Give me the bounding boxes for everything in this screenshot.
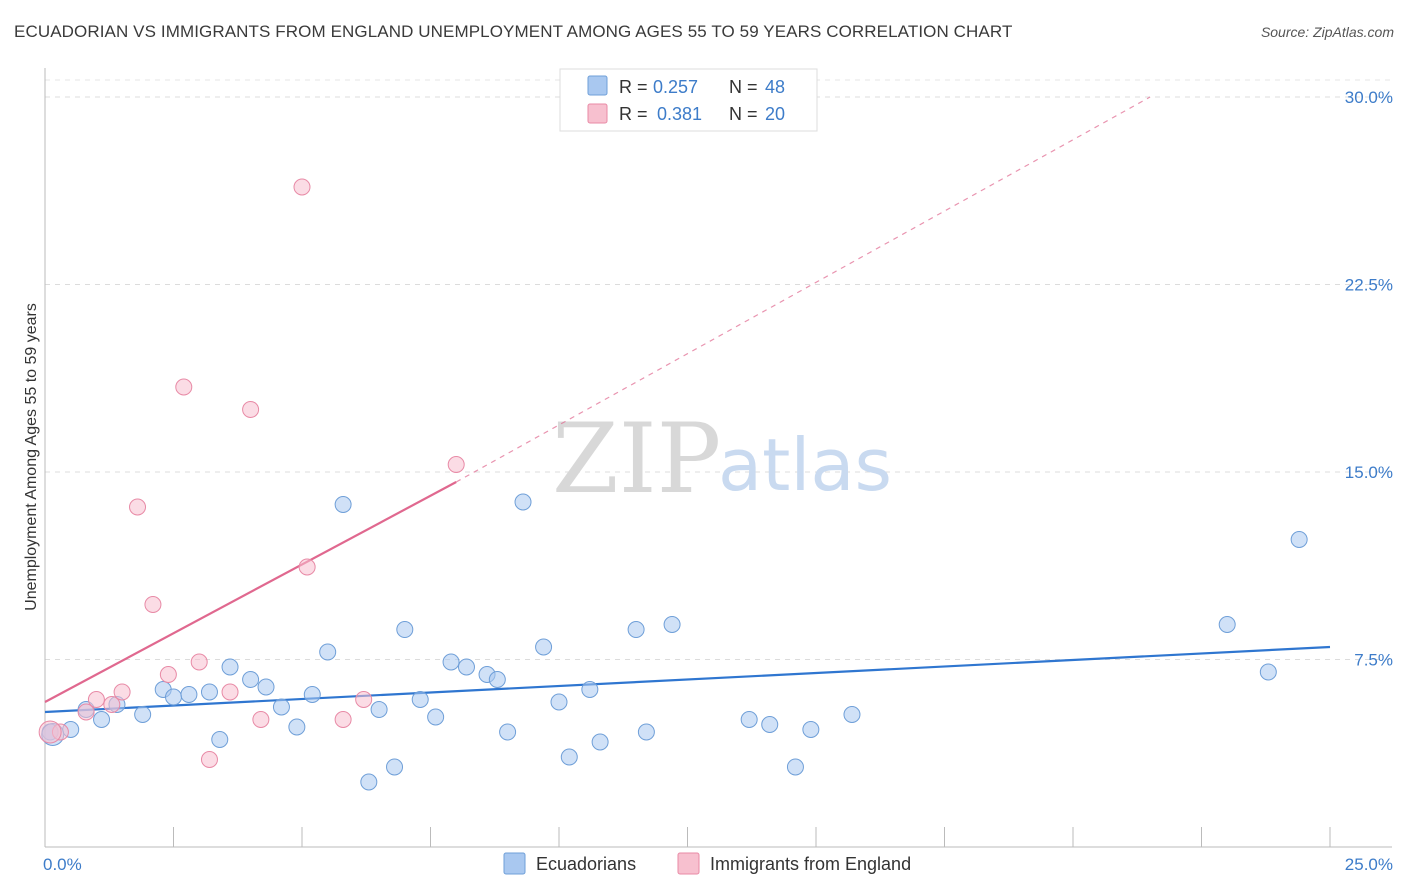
england-point-6	[144, 596, 162, 613]
ecuadorian-point-11	[221, 658, 239, 676]
england-point-9	[190, 653, 208, 671]
ecuadorian-point-15	[288, 718, 306, 736]
ecuadorian-point-9	[200, 683, 218, 701]
ecuadorian-point-39	[740, 711, 758, 728]
legend-r-value-1: 0.381	[657, 104, 702, 124]
england-point-1	[77, 703, 95, 721]
england-point-7	[159, 666, 177, 683]
ecuadorian-point-22	[396, 621, 414, 638]
england-point-16	[334, 711, 352, 728]
ecuadorian-point-30	[514, 493, 532, 511]
ecuadorian-point-28	[488, 671, 506, 688]
source-label: Source: ZipAtlas.com	[1260, 24, 1394, 40]
bottom-legend-swatch-ecuadorians	[503, 852, 526, 875]
ecuadorian-point-20	[370, 701, 388, 718]
trend-extension-1	[455, 96, 1151, 483]
england-point-8	[175, 378, 193, 396]
x-tick-label-0: 0.0%	[43, 855, 82, 874]
ecuadorian-point-18	[334, 496, 352, 513]
ecuadorian-point-10	[211, 731, 229, 748]
ecuadorian-point-32	[550, 693, 568, 711]
legend-r-value-0: 0.257	[653, 77, 698, 97]
axes	[44, 68, 1392, 848]
ecuadorian-point-36	[627, 621, 645, 638]
chart-title: ECUADORIAN VS IMMIGRANTS FROM ENGLAND UN…	[14, 22, 1013, 41]
england-point-15	[293, 178, 311, 196]
ecuadorian-point-17	[319, 643, 337, 661]
legend-swatch-ecuadorians	[587, 75, 608, 96]
trend-line-1	[44, 481, 457, 703]
ecuadorian-point-26	[457, 658, 475, 676]
ecuadorian-point-7	[165, 688, 182, 706]
watermark-atlas: atlas	[718, 423, 892, 507]
y-tick-label-2: 22.5%	[1345, 276, 1393, 295]
ecuadorian-point-5	[134, 706, 152, 723]
england-point-4	[113, 683, 131, 701]
ecuadorian-point-19	[360, 773, 378, 791]
bottom-legend-ecuadorians: Ecuadorians	[536, 854, 636, 874]
england-point-10	[200, 751, 218, 768]
x-tick-labels: 0.0% 25.0%	[43, 855, 1393, 874]
bottom-legend: Ecuadorians Immigrants from England	[503, 852, 911, 875]
england-point-11	[221, 683, 239, 701]
ecuadorian-point-33	[560, 748, 578, 766]
england-point-5	[129, 498, 147, 516]
england-point-13	[252, 711, 270, 728]
ecuadorian-point-34	[581, 681, 599, 698]
trend-line-0	[44, 645, 1331, 714]
watermark: ZIP atlas	[552, 403, 892, 515]
legend-n-value-0: 48	[765, 77, 785, 97]
ecuadorian-point-31	[535, 638, 553, 656]
england-point-19	[38, 720, 62, 744]
y-axis-label: Unemployment Among Ages 55 to 59 years	[23, 303, 40, 611]
ecuadorian-point-40	[761, 716, 779, 733]
england-point-18	[447, 456, 465, 473]
england-point-12	[242, 401, 260, 418]
ecuadorian-point-41	[786, 758, 804, 776]
england-point-2	[87, 691, 105, 708]
legend-n-label-1: N =	[729, 104, 758, 124]
ecuadorian-point-21	[386, 758, 404, 776]
ecuadorian-point-44	[1218, 616, 1236, 633]
y-tick-labels: 7.5% 15.0% 22.5% 30.0%	[1345, 88, 1393, 670]
watermark-zip: ZIP	[552, 403, 721, 515]
legend-r-label-1: R =	[619, 104, 648, 124]
ecuadorian-point-42	[802, 721, 820, 738]
bottom-legend-swatch-england	[677, 852, 700, 875]
ecuadorian-point-23	[411, 691, 429, 708]
y-tick-label-1: 15.0%	[1345, 463, 1393, 482]
bottom-legend-england: Immigrants from England	[710, 854, 911, 874]
ecuadorian-point-35	[591, 733, 609, 751]
ecuadorian-point-45	[1259, 663, 1277, 681]
ecuadorian-point-14	[272, 698, 290, 716]
top-legend: R = 0.257 N = 48 R = 0.381 N = 20	[559, 68, 818, 132]
data-points	[38, 178, 1308, 791]
legend-swatch-england	[587, 103, 608, 124]
ecuadorian-point-8	[180, 686, 198, 703]
ecuadorian-point-43	[843, 706, 861, 723]
ecuadorian-point-37	[637, 723, 655, 741]
x-tick-label-1: 25.0%	[1345, 855, 1393, 874]
ecuadorian-point-24	[427, 708, 445, 726]
grid-lines	[45, 79, 1392, 660]
y-tick-label-3: 30.0%	[1345, 88, 1393, 107]
legend-n-value-1: 20	[765, 104, 785, 124]
y-tick-label-0: 7.5%	[1354, 651, 1393, 670]
trend-lines	[44, 96, 1331, 714]
ecuadorian-point-13	[257, 678, 275, 696]
ecuadorian-point-38	[663, 616, 681, 633]
legend-r-label-0: R =	[619, 77, 648, 97]
ecuadorian-point-46	[1290, 531, 1308, 548]
legend-n-label-0: N =	[729, 77, 758, 97]
ecuadorian-point-3	[93, 711, 111, 728]
england-point-14	[298, 558, 316, 576]
england-point-17	[355, 691, 373, 708]
ecuadorian-point-16	[303, 686, 321, 703]
ecuadorian-point-25	[442, 653, 460, 671]
ecuadorian-point-12	[242, 671, 260, 688]
ecuadorian-point-29	[499, 723, 517, 741]
england-point-3	[103, 696, 121, 713]
